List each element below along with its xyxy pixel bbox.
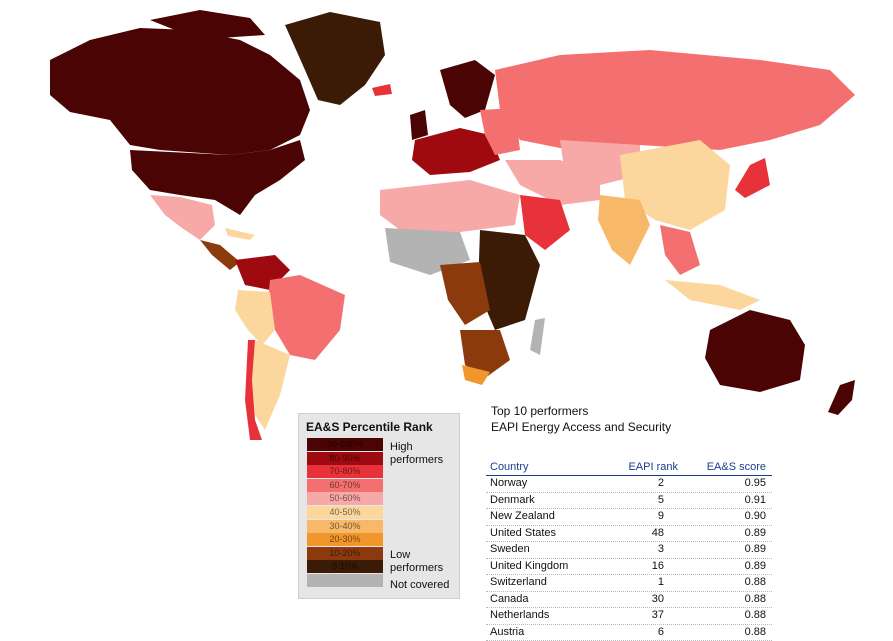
legend-swatch: 70-80% <box>307 465 383 478</box>
region-scandinavia <box>440 60 495 118</box>
region-canada-alaska <box>50 28 310 155</box>
cell-score: 0.91 <box>745 494 766 506</box>
legend-high-label-2: performers <box>390 454 443 467</box>
region-australia <box>705 310 805 392</box>
legend-swatch-label: 0-10% <box>332 561 358 571</box>
cell-country: Norway <box>490 477 527 489</box>
header-rank: EAPI rank <box>628 461 678 473</box>
region-russia <box>495 50 855 150</box>
cell-rank: 6 <box>658 626 664 638</box>
legend-swatch: 30-40% <box>307 520 383 533</box>
region-madagascar <box>530 318 545 355</box>
cell-score: 0.88 <box>745 609 766 621</box>
legend-swatch: 20-30% <box>307 533 383 546</box>
legend-swatch-label: 20-30% <box>329 534 360 544</box>
region-japan <box>735 158 770 198</box>
legend-swatch-label: 60-70% <box>329 480 360 490</box>
top10-title-2: EAPI Energy Access and Security <box>491 420 671 434</box>
region-east-africa <box>478 230 540 330</box>
table-header: Country EAPI rank EA&S score <box>486 460 772 476</box>
cell-country: Canada <box>490 593 529 605</box>
cell-country: Netherlands <box>490 609 549 621</box>
legend-title: EA&S Percentile Rank <box>306 420 433 434</box>
legend-swatch-label: 80-90% <box>329 453 360 463</box>
cell-score: 0.89 <box>745 543 766 555</box>
cell-rank: 2 <box>658 477 664 489</box>
legend-swatch: 60-70% <box>307 479 383 492</box>
cell-rank: 37 <box>652 609 664 621</box>
table-row: Austria 6 0.88 <box>486 625 772 641</box>
world-map <box>0 0 893 440</box>
legend-swatch-label: 10-20% <box>329 548 360 558</box>
table-row: United States 48 0.89 <box>486 526 772 543</box>
cell-rank: 9 <box>658 510 664 522</box>
region-argentina <box>252 340 290 430</box>
cell-country: New Zealand <box>490 510 555 522</box>
region-caribbean <box>225 228 255 240</box>
cell-rank: 1 <box>658 576 664 588</box>
cell-country: Austria <box>490 626 524 638</box>
cell-score: 0.90 <box>745 510 766 522</box>
region-mexico <box>150 195 215 240</box>
cell-country: United Kingdom <box>490 560 568 572</box>
legend-swatch <box>307 574 383 587</box>
cell-score: 0.88 <box>745 626 766 638</box>
legend-swatch-label: 90-100% <box>327 439 363 449</box>
table-row: New Zealand 9 0.90 <box>486 509 772 526</box>
legend-low-label-1: Low <box>390 549 410 562</box>
cell-score: 0.89 <box>745 560 766 572</box>
region-north-africa <box>380 180 520 232</box>
table-row: Switzerland 1 0.88 <box>486 575 772 592</box>
cell-country: Switzerland <box>490 576 547 588</box>
region-indonesia <box>665 280 760 310</box>
cell-country: Sweden <box>490 543 530 555</box>
region-central-america <box>200 240 240 270</box>
cell-rank: 30 <box>652 593 664 605</box>
cell-score: 0.88 <box>745 576 766 588</box>
legend-swatch: 50-60% <box>307 492 383 505</box>
legend-swatch: 10-20% <box>307 547 383 560</box>
legend-swatch: 90-100% <box>307 438 383 451</box>
table-row: Denmark 5 0.91 <box>486 493 772 510</box>
region-southeast-asia <box>660 225 700 275</box>
legend-low-label-2: performers <box>390 562 443 575</box>
top10-title-1: Top 10 performers <box>491 404 588 418</box>
header-score: EA&S score <box>707 461 766 473</box>
legend-swatch-label: 50-60% <box>329 493 360 503</box>
top10-table: Country EAPI rank EA&S score Norway 2 0.95… <box>486 460 772 641</box>
header-country: Country <box>490 461 529 473</box>
cell-rank: 3 <box>658 543 664 555</box>
cell-score: 0.95 <box>745 477 766 489</box>
region-iceland <box>372 84 392 96</box>
legend-not-covered-label: Not covered <box>390 579 449 592</box>
legend: EA&S Percentile Rank 90-100% 80-90% 70-80%… <box>298 413 460 599</box>
region-new-zealand <box>828 380 855 415</box>
cell-score: 0.88 <box>745 593 766 605</box>
region-peru-bolivia <box>235 290 275 345</box>
legend-swatch: 0-10% <box>307 560 383 573</box>
cell-rank: 5 <box>658 494 664 506</box>
legend-swatch: 40-50% <box>307 506 383 519</box>
legend-swatch: 80-90% <box>307 452 383 465</box>
table-row: Canada 30 0.88 <box>486 592 772 609</box>
legend-swatch-label: 40-50% <box>329 507 360 517</box>
table-row: Sweden 3 0.89 <box>486 542 772 559</box>
legend-swatch-label: 30-40% <box>329 521 360 531</box>
region-brazil <box>268 275 345 360</box>
cell-score: 0.89 <box>745 527 766 539</box>
legend-high-label-1: High <box>390 441 413 454</box>
cell-rank: 16 <box>652 560 664 572</box>
table-row: United Kingdom 16 0.89 <box>486 559 772 576</box>
legend-swatch-label: 70-80% <box>329 466 360 476</box>
cell-country: Denmark <box>490 494 535 506</box>
table-row: Netherlands 37 0.88 <box>486 608 772 625</box>
cell-country: United States <box>490 527 556 539</box>
cell-rank: 48 <box>652 527 664 539</box>
table-row: Norway 2 0.95 <box>486 476 772 493</box>
region-uk <box>410 110 428 140</box>
